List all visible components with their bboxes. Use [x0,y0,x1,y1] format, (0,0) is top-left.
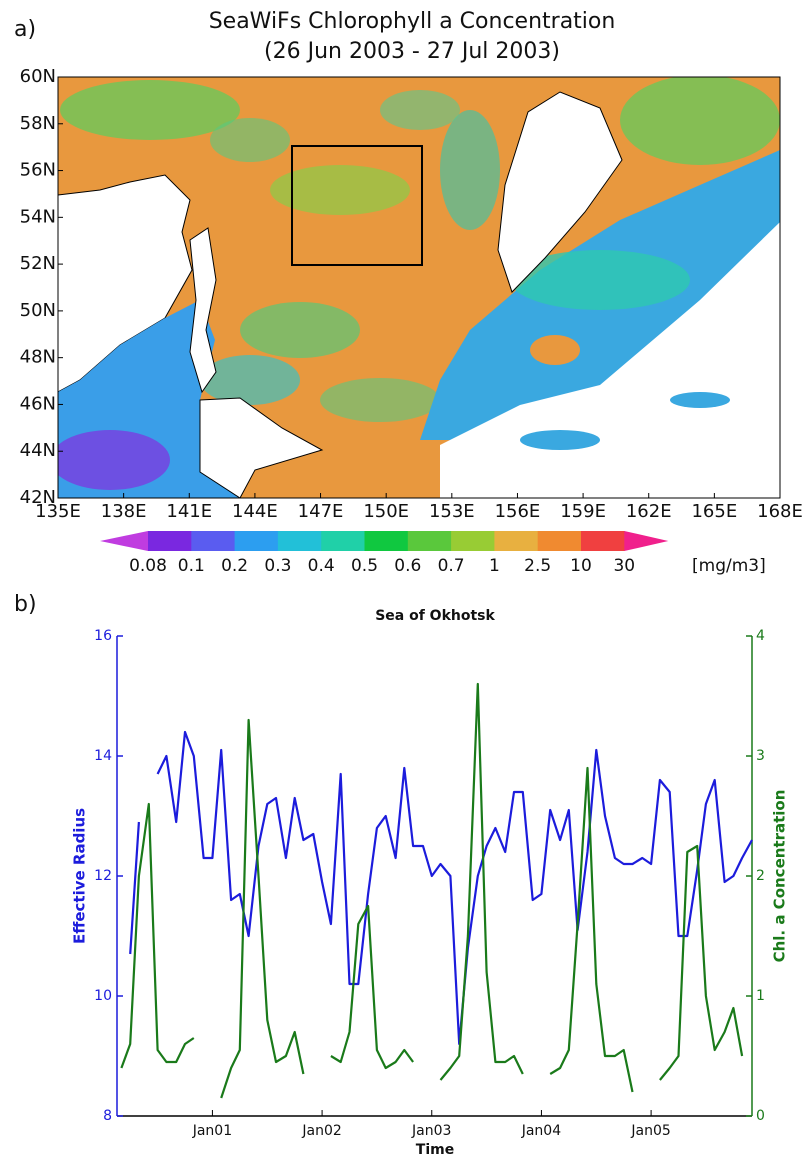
colorbar-label: 30 [613,556,635,576]
colorbar-label: 0.5 [351,556,378,576]
x-tick-label: 138E [101,501,147,522]
colorbar-label: 0.3 [264,556,291,576]
y-tick-label: 12 [94,868,112,884]
x-tick-label: Jan04 [521,1123,561,1139]
colorbar-segment [100,531,148,551]
colorbar-unit: [mg/m3] [692,556,766,576]
y-tick-label: 52N [20,253,56,274]
y-tick-label: 10 [94,988,112,1004]
map-title: SeaWiFs Chlorophyll a Concentration [209,9,616,34]
map-subtitle: (26 Jun 2003 - 27 Jul 2003) [264,39,560,64]
y-tick-label: 60N [20,66,56,87]
colorbar-segment [537,531,582,551]
y2-tick-label: 2 [756,868,765,884]
y2-tick-label: 3 [756,748,765,764]
y-tick-label: 14 [94,748,112,764]
colorbar-label: 0.08 [129,556,167,576]
y2-tick-label: 0 [756,1108,765,1124]
colorbar-label: 0.7 [438,556,465,576]
colorbar-segment [494,531,539,551]
colorbar-segment [191,531,236,551]
colorbar-label: 2.5 [524,556,551,576]
colorbar-label: 0.1 [178,556,205,576]
y-tick-label: 56N [20,160,56,181]
y2-axis-label: Chl. a Concentration [771,790,789,963]
colorbar-label: 1 [489,556,500,576]
y2-tick-label: 1 [756,988,765,1004]
y-tick-label: 58N [20,113,56,134]
y-tick-label: 54N [20,206,56,227]
colorbar-label: 0.2 [221,556,248,576]
y-tick-label: 50N [20,300,56,321]
x-tick-label: Jan01 [192,1123,232,1139]
x-tick-label: 156E [495,501,541,522]
colorbar-label: 0.6 [394,556,421,576]
x-tick-label: 162E [626,501,672,522]
colorbar-segment [364,531,409,551]
colorbar-segment [321,531,365,551]
x-tick-label: 147E [298,501,344,522]
panel-label: a) [14,17,36,42]
data-line [129,730,753,1046]
y-tick-label: 44N [20,440,56,461]
y2-tick-label: 4 [756,628,765,644]
chart-title: Sea of Okhotsk [375,608,495,624]
y-axis-label: Effective Radius [71,808,89,944]
colorbar-segment [407,531,452,551]
x-tick-label: 141E [166,501,212,522]
x-tick-label: Jan05 [630,1123,670,1139]
colorbar-label: 10 [570,556,592,576]
map-frame [57,76,781,499]
y-tick-label: 8 [103,1108,112,1124]
colorbar-segment [624,531,669,551]
colorbar-segment [581,531,625,551]
colorbar-label: 0.4 [308,556,335,576]
x-tick-label: 165E [691,501,737,522]
data-line [120,682,744,1099]
y-tick-label: 48N [20,347,56,368]
y-tick-label: 46N [20,393,56,414]
x-axis-label: Time [416,1142,454,1158]
x-tick-label: Jan02 [301,1123,341,1139]
x-tick-label: 135E [35,501,81,522]
x-tick-label: 159E [560,501,606,522]
colorbar-segment [277,531,322,551]
panel-label: b) [14,592,37,617]
x-tick-label: 144E [232,501,278,522]
x-tick-label: 153E [429,501,475,522]
x-tick-label: 168E [757,501,803,522]
colorbar-segment [451,531,495,551]
x-tick-label: 150E [363,501,409,522]
x-tick-label: Jan03 [411,1123,451,1139]
colorbar-segment [234,531,279,551]
y-tick-label: 16 [94,628,112,644]
y-tick-label: 42N [20,487,56,508]
colorbar-segment [148,531,192,551]
map-image [58,77,780,498]
